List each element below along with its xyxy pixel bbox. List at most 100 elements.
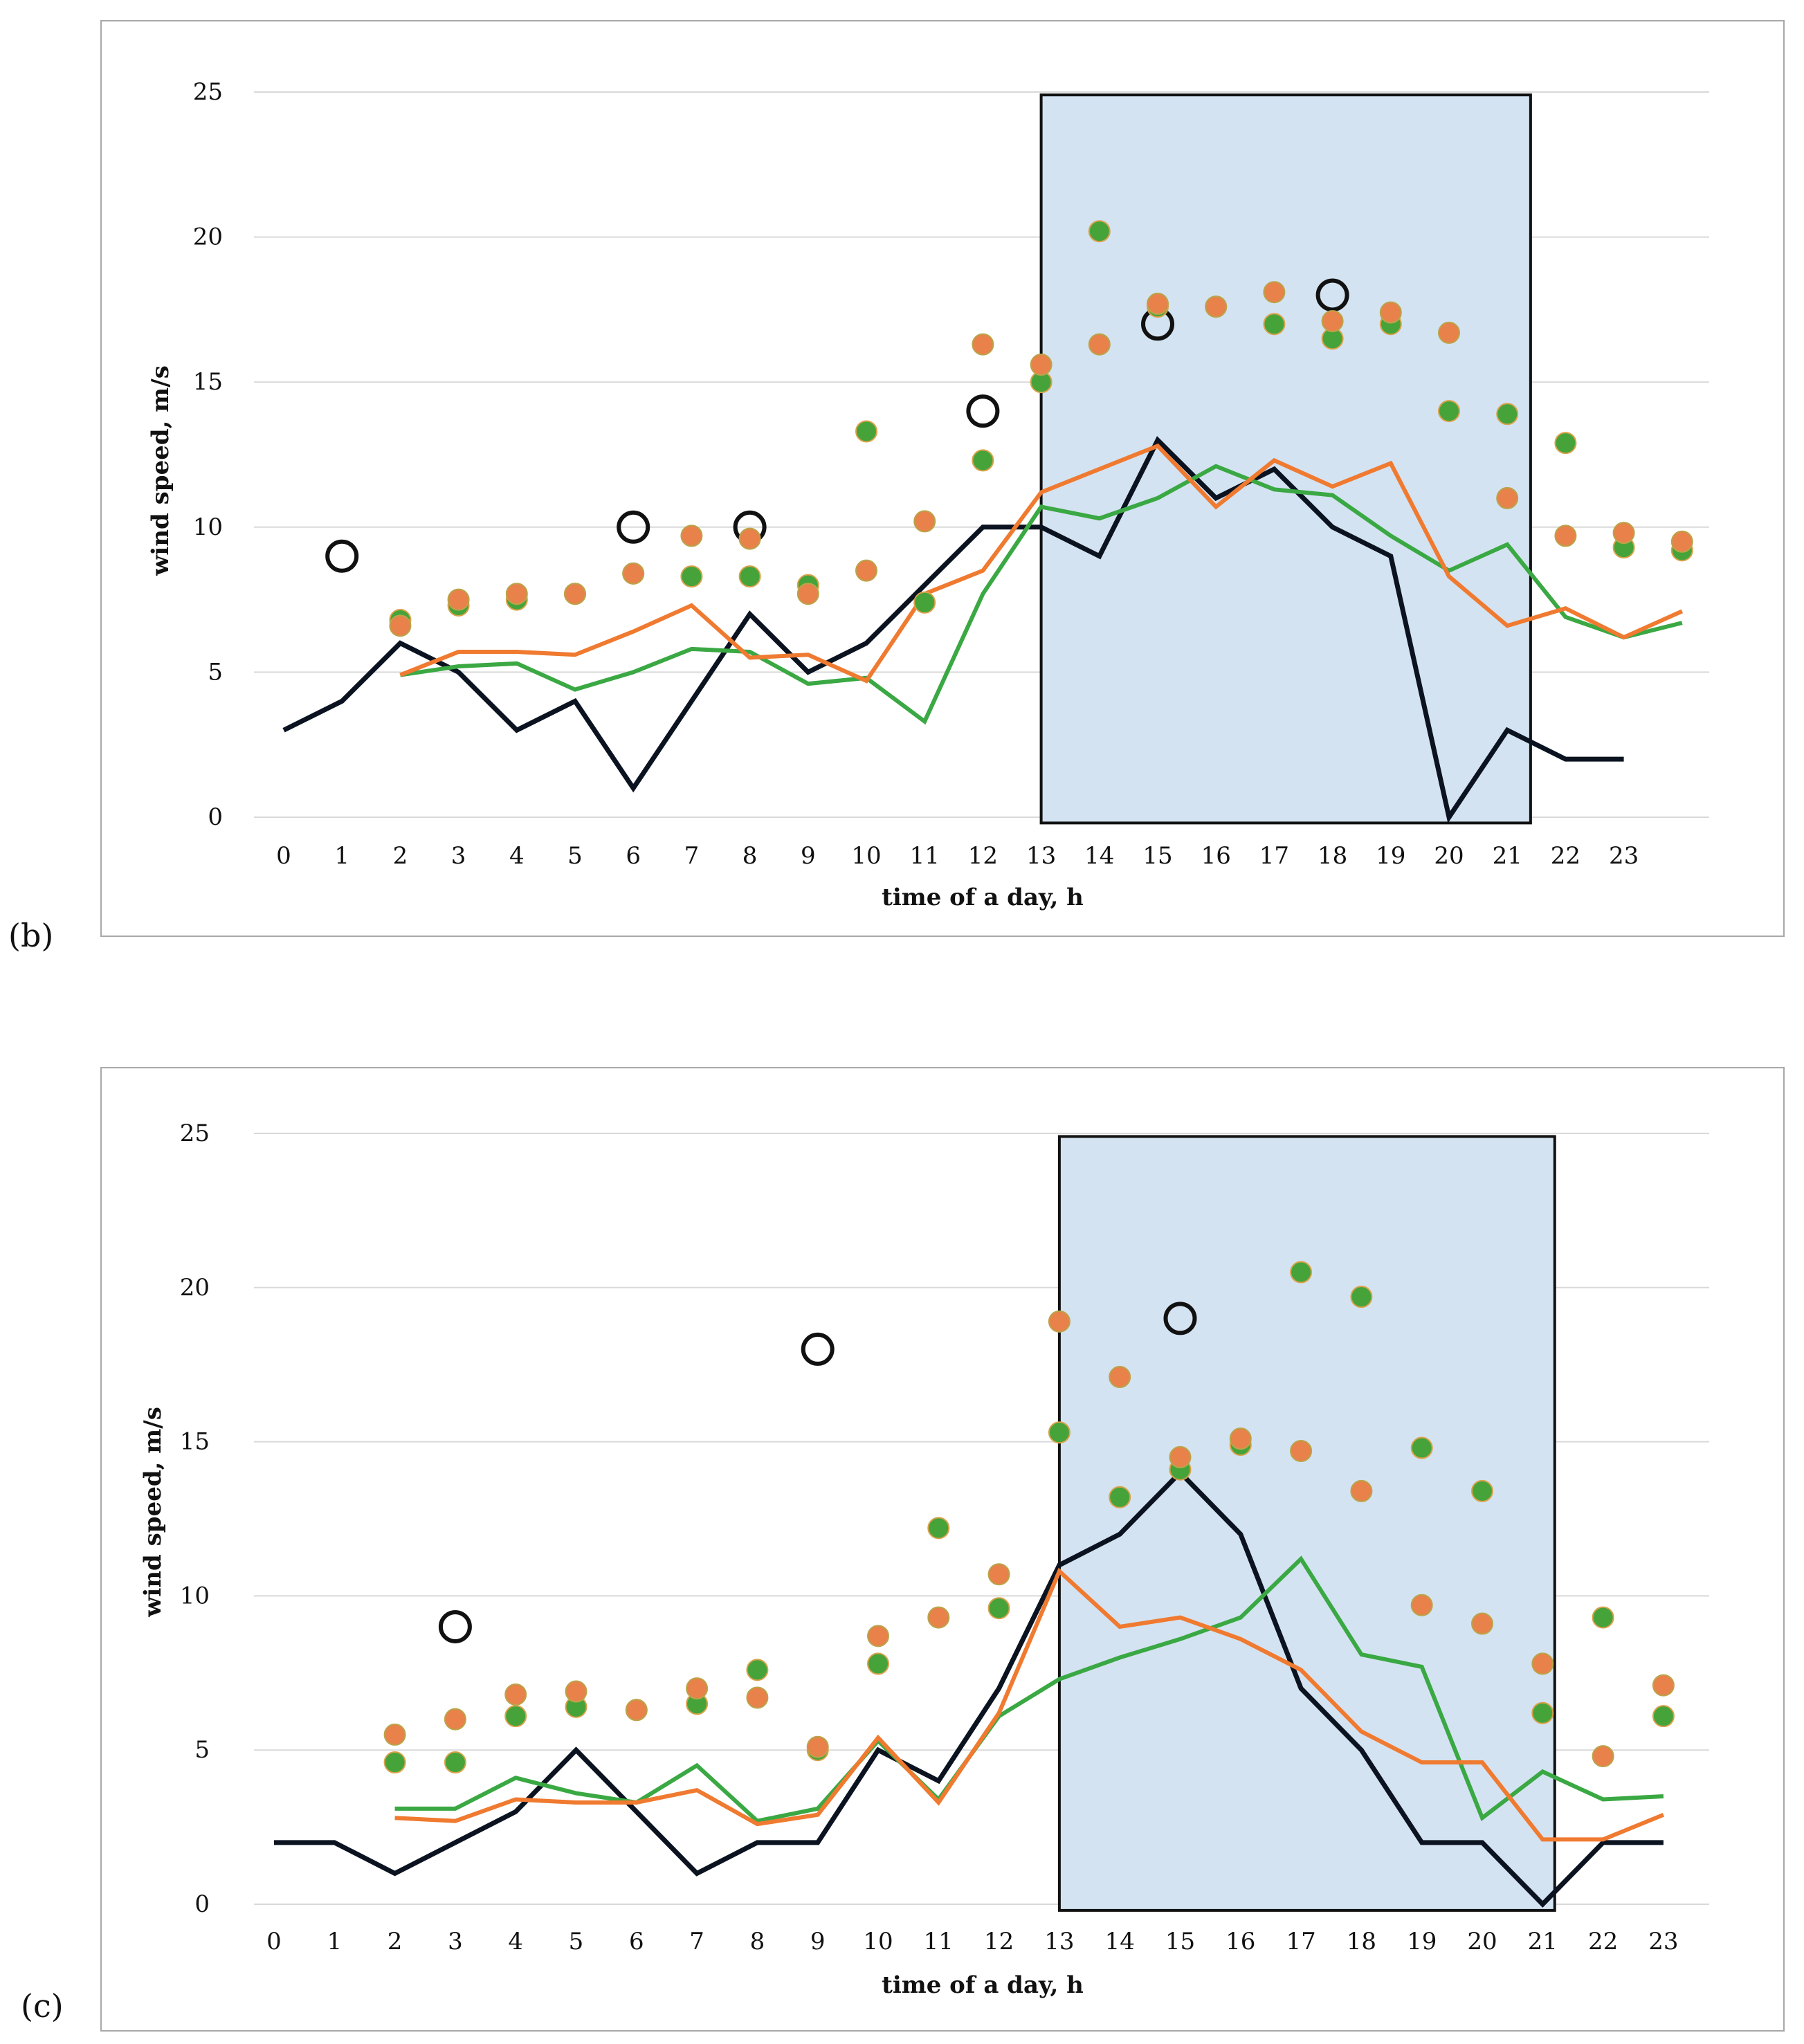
x-tick-label: 15: [1142, 842, 1172, 870]
green-dot-point: [927, 1517, 950, 1540]
x-tick-label: 13: [1044, 1928, 1074, 1955]
orange-dot-point: [1321, 310, 1344, 333]
panel-b-series: [282, 220, 1693, 823]
x-tick-label: 6: [626, 842, 641, 870]
orange-dot-point: [1048, 1310, 1070, 1333]
green-dot-point: [444, 1751, 466, 1774]
black-line: [274, 1469, 1664, 1908]
green-dot-point: [383, 1751, 406, 1774]
orange-dot-point: [1109, 1366, 1131, 1389]
orange-dot-point: [1592, 1745, 1614, 1768]
x-tick-label: 3: [448, 1928, 463, 1955]
y-tick-label: 15: [193, 368, 223, 396]
x-tick-label: 5: [567, 842, 583, 870]
orange-dot-point: [1147, 293, 1169, 316]
green-dot-point: [680, 565, 703, 588]
orange-dot-point: [447, 588, 470, 611]
x-tick-label: 9: [801, 842, 816, 870]
open-circle-point: [617, 510, 650, 544]
x-tick-label: 12: [984, 1928, 1014, 1955]
orange-dot-point: [680, 524, 703, 547]
x-tick-label: 20: [1434, 842, 1464, 870]
x-tick-label: 23: [1609, 842, 1639, 870]
green-dot-point: [504, 1705, 527, 1728]
x-tick-label: 17: [1286, 1928, 1315, 1955]
x-tick-label: 11: [910, 842, 940, 870]
green-dot-point: [1471, 1479, 1493, 1502]
orange-dot-point: [1205, 295, 1228, 318]
orange-line: [399, 443, 1684, 684]
green-dot-point: [1438, 400, 1460, 423]
open-circle-point: [1315, 278, 1349, 312]
y-tick-label: 25: [180, 1120, 210, 1147]
orange-dot-point: [564, 583, 586, 605]
x-tick-label: 11: [924, 1928, 954, 1955]
panel-c-y-axis-title: wind speed, m/s: [139, 1407, 167, 1618]
green-dot-point: [746, 1659, 769, 1681]
orange-dot-point: [625, 1699, 648, 1722]
x-tick-label: 16: [1201, 842, 1231, 870]
orange-dot-point: [987, 1563, 1010, 1586]
y-tick-label: 25: [193, 78, 223, 106]
panel-b-y-axis-title: wind speed, m/s: [147, 365, 174, 576]
y-tick-label: 0: [194, 1890, 210, 1918]
green-dot-point: [1350, 1286, 1373, 1308]
orange-dot-point: [1350, 1479, 1373, 1502]
orange-dot-point: [1410, 1594, 1433, 1616]
x-tick-label: 0: [276, 842, 291, 870]
x-tick-label: 8: [742, 842, 758, 870]
green-dot-point: [987, 1597, 1010, 1620]
x-tick-label: 22: [1588, 1928, 1618, 1955]
green-dot-point: [1496, 403, 1519, 426]
x-tick-label: 19: [1376, 842, 1405, 870]
panel-b-highlight-region: [1039, 93, 1532, 825]
panel-b-x-axis-title: time of a day, h: [882, 884, 1084, 911]
orange-dot-point: [1670, 530, 1693, 553]
orange-dot-point: [1554, 524, 1577, 547]
green-dot-point: [1592, 1606, 1614, 1629]
x-tick-label: 14: [1084, 842, 1114, 870]
green-line: [399, 464, 1683, 725]
open-circle-point: [801, 1332, 835, 1366]
x-tick-label: 17: [1259, 842, 1289, 870]
x-tick-label: 14: [1105, 1928, 1135, 1955]
x-tick-label: 20: [1467, 1928, 1497, 1955]
orange-dot-point: [1471, 1612, 1493, 1635]
panel-b-x-ticks: 0 1 2 3 4 5 6 7 8 9 10 11 12 13 14 15 16 17 18 19 20 21 22 23: [276, 842, 1639, 870]
x-tick-label: 2: [393, 842, 408, 870]
x-tick-label: 3: [451, 842, 466, 870]
orange-dot-point: [622, 562, 645, 585]
green-dot-point: [867, 1652, 889, 1675]
orange-dot-point: [1169, 1445, 1192, 1468]
orange-dot-point: [1438, 321, 1460, 344]
x-tick-label: 13: [1026, 842, 1056, 870]
orange-dot-point: [565, 1680, 587, 1703]
orange-dot-point: [806, 1735, 829, 1758]
green-dot-point: [738, 565, 761, 588]
orange-dot-point: [389, 614, 412, 637]
orange-dot-point: [746, 1686, 769, 1709]
x-tick-label: 2: [388, 1928, 403, 1955]
open-circle-point: [438, 1609, 472, 1643]
x-tick-label: 10: [863, 1928, 893, 1955]
open-circle-point: [966, 394, 1000, 428]
green-dot-point: [1290, 1261, 1313, 1284]
x-tick-label: 5: [569, 1928, 584, 1955]
x-tick-label: 21: [1493, 842, 1522, 870]
orange-dot-point: [1290, 1439, 1313, 1462]
orange-dot-point: [1263, 281, 1286, 304]
green-dot-point: [1554, 432, 1577, 455]
panel-c-x-axis-title: time of a day, h: [882, 1971, 1084, 1999]
orange-dot-point: [972, 333, 994, 356]
green-dot-point: [1531, 1701, 1554, 1724]
green-dot-point: [1263, 313, 1286, 336]
x-tick-label: 16: [1226, 1928, 1255, 1955]
y-tick-label: 0: [208, 803, 223, 831]
orange-dot-point: [855, 559, 877, 582]
y-tick-label: 20: [193, 223, 223, 251]
orange-dot-point: [504, 1683, 527, 1706]
orange-dot-point: [738, 527, 761, 550]
